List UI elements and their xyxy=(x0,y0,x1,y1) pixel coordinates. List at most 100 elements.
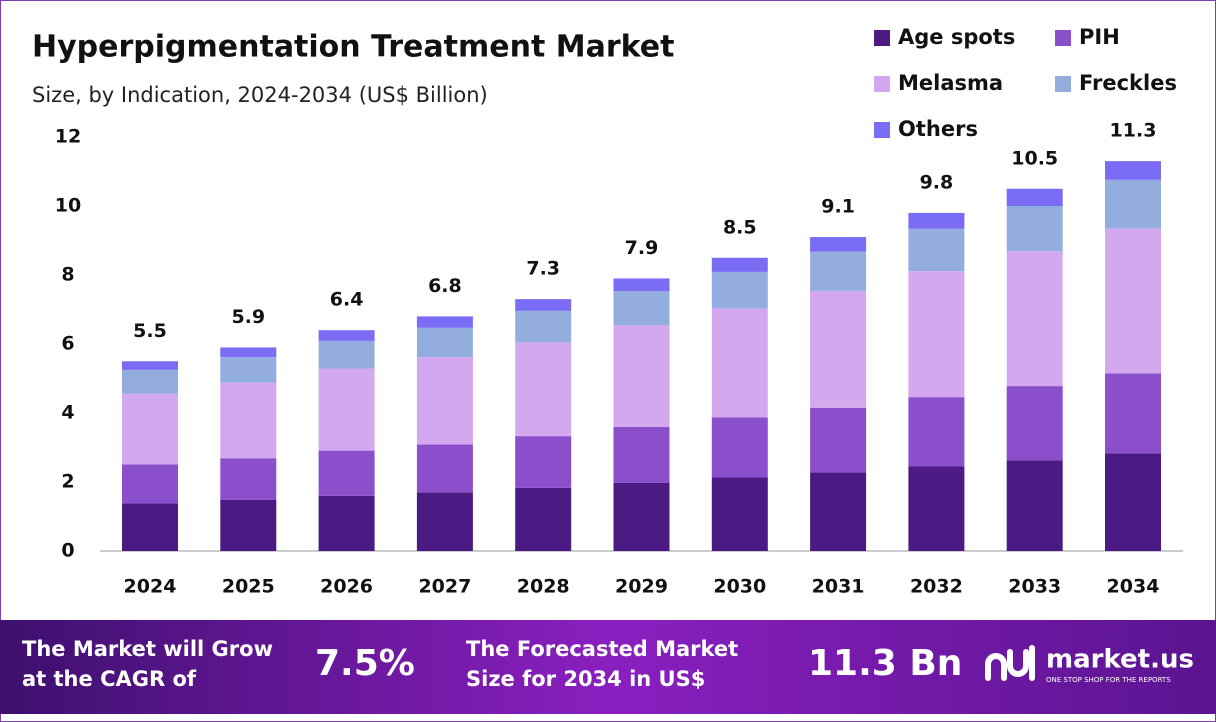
legend-swatch xyxy=(874,30,890,46)
bar-segment xyxy=(810,290,867,408)
legend-label: Freckles xyxy=(1079,71,1177,95)
bar-segment xyxy=(416,357,473,445)
bar-segment xyxy=(122,503,178,551)
bar-segment xyxy=(515,342,572,437)
bar-segment xyxy=(1105,453,1161,551)
footer-text: The Forecasted Market xyxy=(466,637,738,661)
bar-segment xyxy=(810,237,867,252)
bar-segment xyxy=(711,417,768,478)
bar-segment xyxy=(416,492,473,551)
bar-segment xyxy=(318,340,375,369)
legend-label: Others xyxy=(898,117,978,141)
bar-segment xyxy=(908,212,965,229)
bar-segment xyxy=(908,466,965,551)
logo-text: market.us xyxy=(1046,645,1194,675)
bar-segment xyxy=(1105,161,1161,180)
bar-segment xyxy=(613,278,670,292)
footer-text: The Market will Grow xyxy=(22,637,273,661)
x-tick-label: 2028 xyxy=(517,576,570,598)
total-label: 11.3 xyxy=(1110,120,1157,142)
bar-segment xyxy=(515,310,572,343)
total-label: 7.9 xyxy=(625,237,659,259)
total-label: 5.5 xyxy=(133,320,167,342)
total-label: 6.8 xyxy=(428,275,462,297)
y-tick-label: 10 xyxy=(55,195,81,217)
bar-segment xyxy=(220,347,277,358)
bar-segment xyxy=(318,450,375,496)
y-tick-label: 4 xyxy=(61,402,74,424)
legend-label: Melasma xyxy=(898,71,1003,95)
bar-segment xyxy=(220,357,277,383)
legend-swatch xyxy=(874,122,890,138)
total-label: 10.5 xyxy=(1011,147,1058,169)
bar-segment xyxy=(220,458,277,500)
bar-segment xyxy=(122,393,178,465)
footer-value: 11.3 Bn xyxy=(808,643,962,684)
bar-segment xyxy=(613,482,670,551)
bar-segment xyxy=(1006,386,1063,461)
bar-segment xyxy=(416,316,473,328)
bar-segment xyxy=(613,426,670,483)
legend-label: PIH xyxy=(1079,25,1120,49)
total-label: 7.3 xyxy=(526,258,560,280)
bar-segment xyxy=(810,472,867,551)
x-tick-label: 2024 xyxy=(124,576,177,598)
x-tick-label: 2034 xyxy=(1107,576,1160,598)
x-tick-label: 2029 xyxy=(615,576,668,598)
bar-segment xyxy=(613,291,670,326)
total-label: 6.4 xyxy=(330,289,364,311)
bar-segment xyxy=(908,228,965,272)
x-tick-label: 2026 xyxy=(320,576,373,598)
bar-segment xyxy=(1006,460,1063,551)
bar-segment xyxy=(416,444,473,493)
chart-subtitle: Size, by Indication, 2024-2034 (US$ Bill… xyxy=(32,83,488,107)
bar-segment xyxy=(515,299,572,311)
bar-segment xyxy=(220,382,277,459)
x-tick-label: 2033 xyxy=(1008,576,1061,598)
footer-banner xyxy=(0,620,1216,714)
bar-segment xyxy=(1105,228,1161,374)
bar-segment xyxy=(711,271,768,309)
bar-segment xyxy=(1105,179,1161,229)
y-tick-label: 2 xyxy=(61,471,74,493)
bar-segment xyxy=(613,325,670,427)
bar-segment xyxy=(810,407,867,473)
x-tick-label: 2030 xyxy=(713,576,766,598)
bar-segment xyxy=(711,477,768,551)
legend-swatch xyxy=(1055,76,1071,92)
bar-segment xyxy=(1006,251,1063,387)
y-tick-label: 8 xyxy=(61,264,74,286)
bar-segment xyxy=(908,271,965,398)
legend-label: Age spots xyxy=(898,25,1015,49)
bar-segment xyxy=(810,251,867,291)
bar-segment xyxy=(1006,206,1063,252)
bar-segment xyxy=(416,327,473,358)
bar-segment xyxy=(122,369,178,394)
total-label: 5.9 xyxy=(231,306,265,328)
bar-segment xyxy=(515,436,572,488)
total-label: 8.5 xyxy=(723,216,757,238)
bar-segment xyxy=(908,397,965,467)
bar-segment xyxy=(318,330,375,341)
y-tick-label: 6 xyxy=(61,333,74,355)
logo-tagline: ONE STOP SHOP FOR THE REPORTS xyxy=(1046,676,1171,684)
bar-segment xyxy=(220,499,277,551)
y-tick-label: 0 xyxy=(61,540,74,562)
bar-segment xyxy=(515,487,572,551)
footer-text: at the CAGR of xyxy=(22,667,197,691)
bar-segment xyxy=(711,257,768,272)
x-tick-label: 2032 xyxy=(910,576,963,598)
bar-segment xyxy=(1006,188,1063,206)
bar-segment xyxy=(122,464,178,504)
footer-text: Size for 2034 in US$ xyxy=(466,667,705,691)
bar-segment xyxy=(122,361,178,370)
x-tick-label: 2025 xyxy=(222,576,275,598)
legend-swatch xyxy=(1055,30,1071,46)
legend-swatch xyxy=(874,76,890,92)
bar-segment xyxy=(318,368,375,451)
total-label: 9.1 xyxy=(821,196,855,218)
y-tick-label: 12 xyxy=(55,126,81,148)
bar-segment xyxy=(318,495,375,551)
bar-segment xyxy=(1105,373,1161,454)
